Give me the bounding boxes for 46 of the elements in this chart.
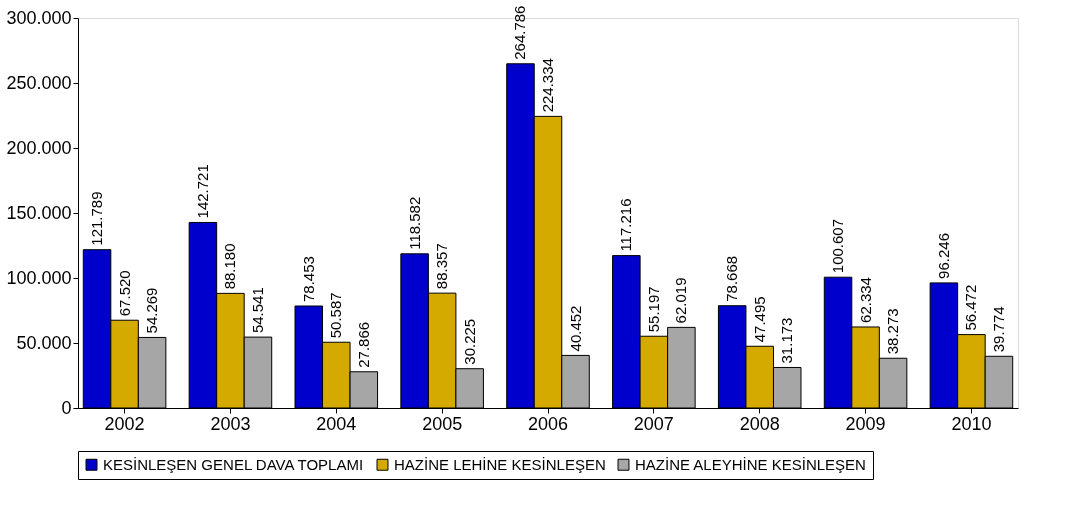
y-tick-label: 300.000 <box>6 7 72 28</box>
data-label: 47.495 <box>750 296 768 343</box>
x-tick-label: 2008 <box>739 413 780 434</box>
data-label: 40.452 <box>566 305 584 352</box>
data-label: 27.866 <box>354 321 372 368</box>
data-label: 88.180 <box>221 243 239 290</box>
data-label: 38.273 <box>884 308 902 355</box>
x-tick-label: 2010 <box>951 413 992 434</box>
data-label: 78.453 <box>299 256 317 303</box>
data-label: 54.541 <box>248 287 266 334</box>
y-tick-label: 250.000 <box>6 72 72 93</box>
data-label: 54.269 <box>143 287 161 334</box>
data-label: 62.019 <box>672 277 690 324</box>
data-label: 78.668 <box>723 255 741 302</box>
y-tick-label: 150.000 <box>6 202 72 223</box>
legend-label: HAZİNE LEHİNE KESİNLEŞEN <box>394 455 606 473</box>
x-tick-label: 2005 <box>422 413 463 434</box>
x-tick-label: 2009 <box>845 413 886 434</box>
data-label: 62.334 <box>856 277 874 323</box>
data-label: 117.216 <box>617 198 635 252</box>
data-label: 96.246 <box>934 232 952 279</box>
x-tick-label: 2002 <box>104 413 145 434</box>
legend-label: HAZİNE ALEYHİNE KESİNLEŞEN <box>635 455 866 473</box>
data-label: 118.582 <box>405 196 423 250</box>
data-label: 88.357 <box>433 243 451 290</box>
data-label: 56.472 <box>962 284 980 331</box>
data-label: 100.607 <box>829 218 847 274</box>
legend-label: KESİNLEŞEN GENEL DAVA TOPLAMI <box>103 455 364 473</box>
y-tick-label: 0 <box>61 397 72 418</box>
y-tick-label: 50.000 <box>16 332 72 353</box>
data-label: 50.587 <box>327 292 345 339</box>
data-label: 67.520 <box>115 270 133 317</box>
data-label: 55.197 <box>644 286 662 333</box>
x-tick-label: 2004 <box>316 413 357 434</box>
y-tick-label: 200.000 <box>6 137 72 158</box>
x-tick-label: 2006 <box>527 413 569 434</box>
y-tick-label: 100.000 <box>6 267 72 288</box>
data-label: 30.225 <box>460 318 478 365</box>
data-label: 121.789 <box>88 191 106 246</box>
data-label: 142.721 <box>193 164 211 219</box>
data-label: 31.173 <box>778 317 796 364</box>
data-label: 224.334 <box>539 58 556 113</box>
data-label: 264.786 <box>511 5 529 60</box>
x-tick-label: 2007 <box>633 413 674 434</box>
data-label: 39.774 <box>989 306 1007 353</box>
x-tick-label: 2003 <box>210 413 251 434</box>
